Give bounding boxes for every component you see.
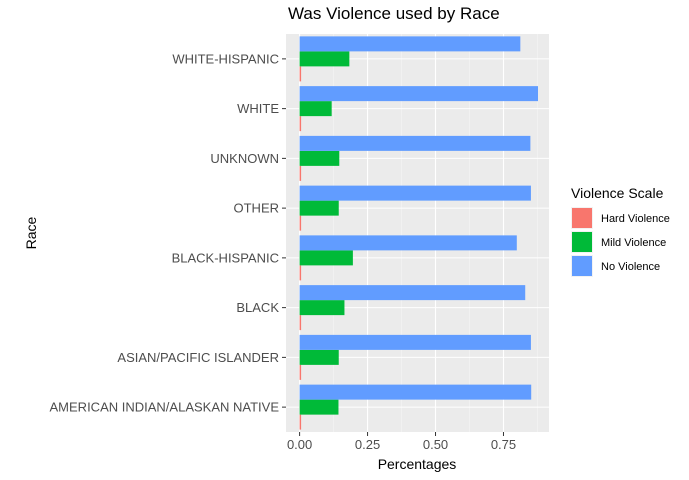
y-axis-title: Race [23,216,39,249]
x-tick-label: 0.50 [423,437,448,452]
bar-no-violence [299,384,532,400]
x-tick-label: 0.75 [491,437,516,452]
bar-hard-violence [299,165,302,181]
y-tick-label: AMERICAN INDIAN/ALASKAN NATIVE [50,400,280,415]
bar-no-violence [299,36,521,52]
bar-hard-violence [299,66,302,82]
x-tick-label: 0.00 [287,437,312,452]
bar-mild-violence [299,150,340,166]
legend-swatch [572,256,592,276]
legend-label: Mild Violence [601,237,666,249]
bar-mild-violence [299,300,345,316]
bar-no-violence [299,86,538,102]
legend: Violence Scale Hard Violence Mild Violenc… [571,185,670,277]
chart-title: Was Violence used by Race [288,4,500,23]
legend-label: No Violence [601,261,660,273]
bar-hard-violence [299,414,302,430]
bar-no-violence [299,334,531,350]
x-tick-label: 0.25 [355,437,380,452]
bar-hard-violence [299,215,302,231]
y-tick-label: OTHER [234,201,280,216]
y-tick-label: WHITE-HISPANIC [172,51,279,66]
legend-swatch [572,232,592,252]
bar-hard-violence [299,364,302,380]
bar-mild-violence [299,250,353,266]
plot-panel [286,34,549,432]
legend-label: Hard Violence [601,213,670,225]
bar-mild-violence [299,399,339,415]
y-tick-label: WHITE [237,101,279,116]
y-tick-label: ASIAN/PACIFIC ISLANDER [117,350,279,365]
bar-mild-violence [299,51,350,67]
bar-hard-violence [299,116,302,132]
bar-no-violence [299,285,526,301]
x-axis-title: Percentages [378,456,457,472]
bar-mild-violence [299,200,339,216]
y-tick-label: BLACK [236,300,279,315]
bar-no-violence [299,135,531,151]
bar-no-violence [299,235,517,251]
bar-hard-violence [299,265,302,281]
y-axis-ticks: AMERICAN INDIAN/ALASKAN NATIVE ASIAN/PACI… [50,51,286,415]
x-axis-ticks: 0.00 0.25 0.50 0.75 [287,432,516,452]
y-tick-label: UNKNOWN [210,151,279,166]
bar-mild-violence [299,101,332,117]
legend-swatch [572,208,592,228]
bar-hard-violence [299,315,302,331]
bar-no-violence [299,185,531,201]
legend-title: Violence Scale [571,185,664,201]
bar-mild-violence [299,349,339,365]
y-tick-label: BLACK-HISPANIC [172,250,279,265]
